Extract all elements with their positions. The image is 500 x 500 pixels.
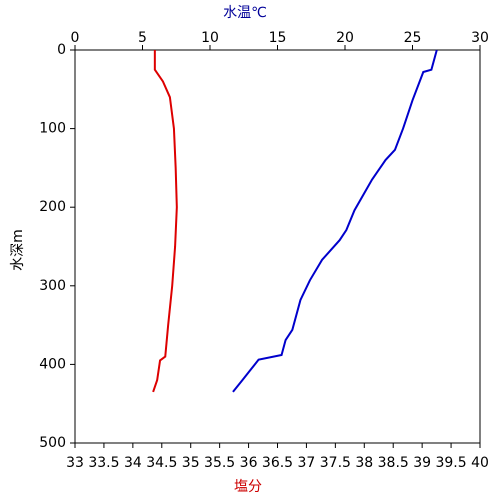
x2-tick-label: 20 <box>336 30 354 46</box>
x-tick-label: 35.5 <box>204 455 235 471</box>
plot-frame <box>74 49 481 444</box>
x2-tick-label: 5 <box>138 30 147 46</box>
profile-line <box>232 49 438 393</box>
x-tick-label: 38.5 <box>378 455 409 471</box>
y-tick-label: 400 <box>39 356 66 372</box>
x-tick-label: 37.5 <box>320 455 351 471</box>
y-axis-title: 水深m <box>10 229 26 271</box>
y-tick-label: 100 <box>39 121 66 137</box>
x2-tick-label: 10 <box>201 30 219 46</box>
x-tick-label: 38 <box>355 455 373 471</box>
x-tick-label: 36.5 <box>262 455 293 471</box>
x-tick-label: 36 <box>240 455 258 471</box>
x-tick-label: 34 <box>124 455 142 471</box>
y-tick-label: 0 <box>57 42 66 58</box>
x-tick-label: 39 <box>413 455 431 471</box>
y-tick-label: 200 <box>39 199 66 215</box>
x-tick-label: 37 <box>298 455 316 471</box>
y-tick-label: 500 <box>39 435 66 451</box>
x2-tick-label: 25 <box>404 30 422 46</box>
x2-tick-label: 15 <box>269 30 287 46</box>
top-axis-title: 水温℃ <box>223 5 267 21</box>
x-tick-label: 35 <box>182 455 200 471</box>
x-tick-label: 33.5 <box>88 455 119 471</box>
x-tick-label: 39.5 <box>435 455 466 471</box>
x2-tick-label: 30 <box>471 30 489 46</box>
x-tick-label: 34.5 <box>146 455 177 471</box>
x2-tick-label: 0 <box>71 30 80 46</box>
x-tick-label: 33 <box>66 455 84 471</box>
bottom-axis-title: 塩分 <box>234 479 262 495</box>
x-tick-label: 40 <box>471 455 489 471</box>
profile-line <box>152 50 178 393</box>
y-tick-label: 300 <box>39 278 66 294</box>
